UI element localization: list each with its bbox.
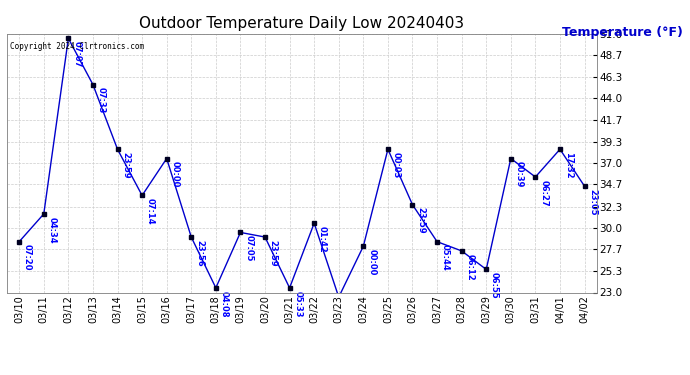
- Text: 17:32: 17:32: [564, 152, 573, 178]
- Text: Copyright 2024 Clrtronics.com: Copyright 2024 Clrtronics.com: [10, 42, 144, 51]
- Text: 23:59: 23:59: [269, 240, 278, 267]
- Text: 04:34: 04:34: [48, 217, 57, 243]
- Text: 06:12: 06:12: [466, 254, 475, 280]
- Text: 07:07: 07:07: [72, 41, 81, 68]
- Text: 23:59: 23:59: [121, 152, 130, 178]
- Text: 23:05: 23:05: [589, 189, 598, 216]
- Text: 00:03: 00:03: [392, 152, 401, 178]
- Text: 00:00: 00:00: [170, 161, 179, 188]
- Text: 07:14: 07:14: [146, 198, 155, 225]
- Text: 01:42: 01:42: [318, 226, 327, 253]
- Text: 07:33: 07:33: [97, 87, 106, 114]
- Text: 23:59: 23:59: [416, 207, 425, 234]
- Text: 07:05: 07:05: [244, 235, 253, 262]
- Text: 06:27: 06:27: [539, 180, 549, 206]
- Text: 06:55: 06:55: [490, 272, 499, 299]
- Text: 04:08: 04:08: [219, 291, 228, 317]
- Text: 05:33: 05:33: [293, 291, 302, 317]
- Text: 07:20: 07:20: [23, 244, 32, 271]
- Text: 05:44: 05:44: [441, 244, 450, 271]
- Text: 00:39: 00:39: [515, 161, 524, 188]
- Title: Outdoor Temperature Daily Low 20240403: Outdoor Temperature Daily Low 20240403: [139, 16, 464, 31]
- Text: Temperature (°F): Temperature (°F): [562, 26, 683, 39]
- Text: 23:56: 23:56: [195, 240, 204, 267]
- Text: 07:10: 07:10: [0, 374, 1, 375]
- Text: 00:00: 00:00: [367, 249, 376, 276]
